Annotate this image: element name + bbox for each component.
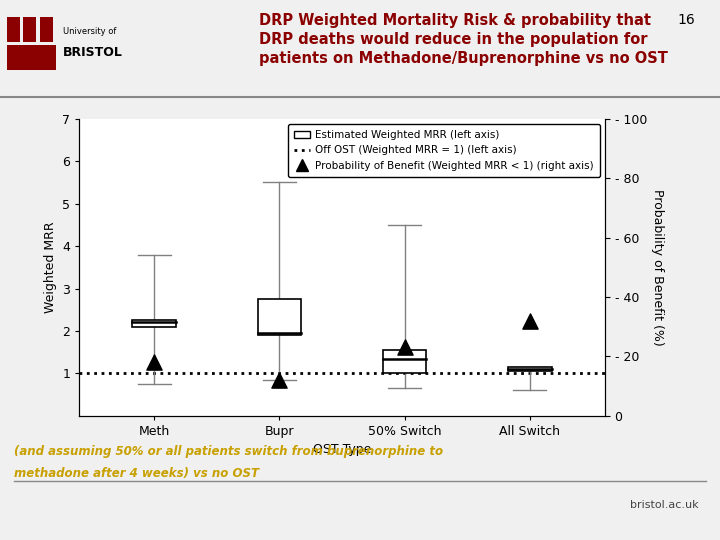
Y-axis label: Weighted MRR: Weighted MRR	[44, 221, 57, 313]
Text: 16: 16	[677, 14, 695, 28]
Point	[148, 358, 160, 367]
Bar	[382, 350, 426, 373]
Point	[399, 343, 410, 352]
Bar	[7, 45, 56, 70]
Bar	[23, 17, 37, 42]
Bar	[258, 299, 302, 335]
Text: patients on Methadone/Buprenorphine vs no OST: patients on Methadone/Buprenorphine vs n…	[259, 51, 668, 66]
Bar	[40, 17, 53, 42]
Bar	[7, 17, 20, 42]
Text: DRP deaths would reduce in the population for: DRP deaths would reduce in the populatio…	[259, 32, 648, 48]
Y-axis label: Probability of Benefit (%): Probability of Benefit (%)	[651, 189, 664, 346]
Text: bristol.ac.uk: bristol.ac.uk	[630, 500, 698, 510]
X-axis label: OST Type: OST Type	[312, 443, 372, 456]
Bar	[508, 367, 552, 372]
Point	[274, 376, 285, 384]
Text: (and assuming 50% or all patients switch from buprenorphine to: (and assuming 50% or all patients switch…	[14, 446, 444, 458]
Text: BRISTOL: BRISTOL	[63, 45, 123, 59]
Text: DRP Weighted Mortality Risk & probability that: DRP Weighted Mortality Risk & probabilit…	[259, 14, 651, 29]
Legend: Estimated Weighted MRR (left axis), Off OST (Weighted MRR = 1) (left axis), Prob: Estimated Weighted MRR (left axis), Off …	[287, 124, 600, 177]
Bar	[132, 320, 176, 327]
Point	[524, 316, 536, 325]
Text: methadone after 4 weeks) vs no OST: methadone after 4 weeks) vs no OST	[14, 467, 259, 480]
Text: University of: University of	[63, 26, 117, 36]
